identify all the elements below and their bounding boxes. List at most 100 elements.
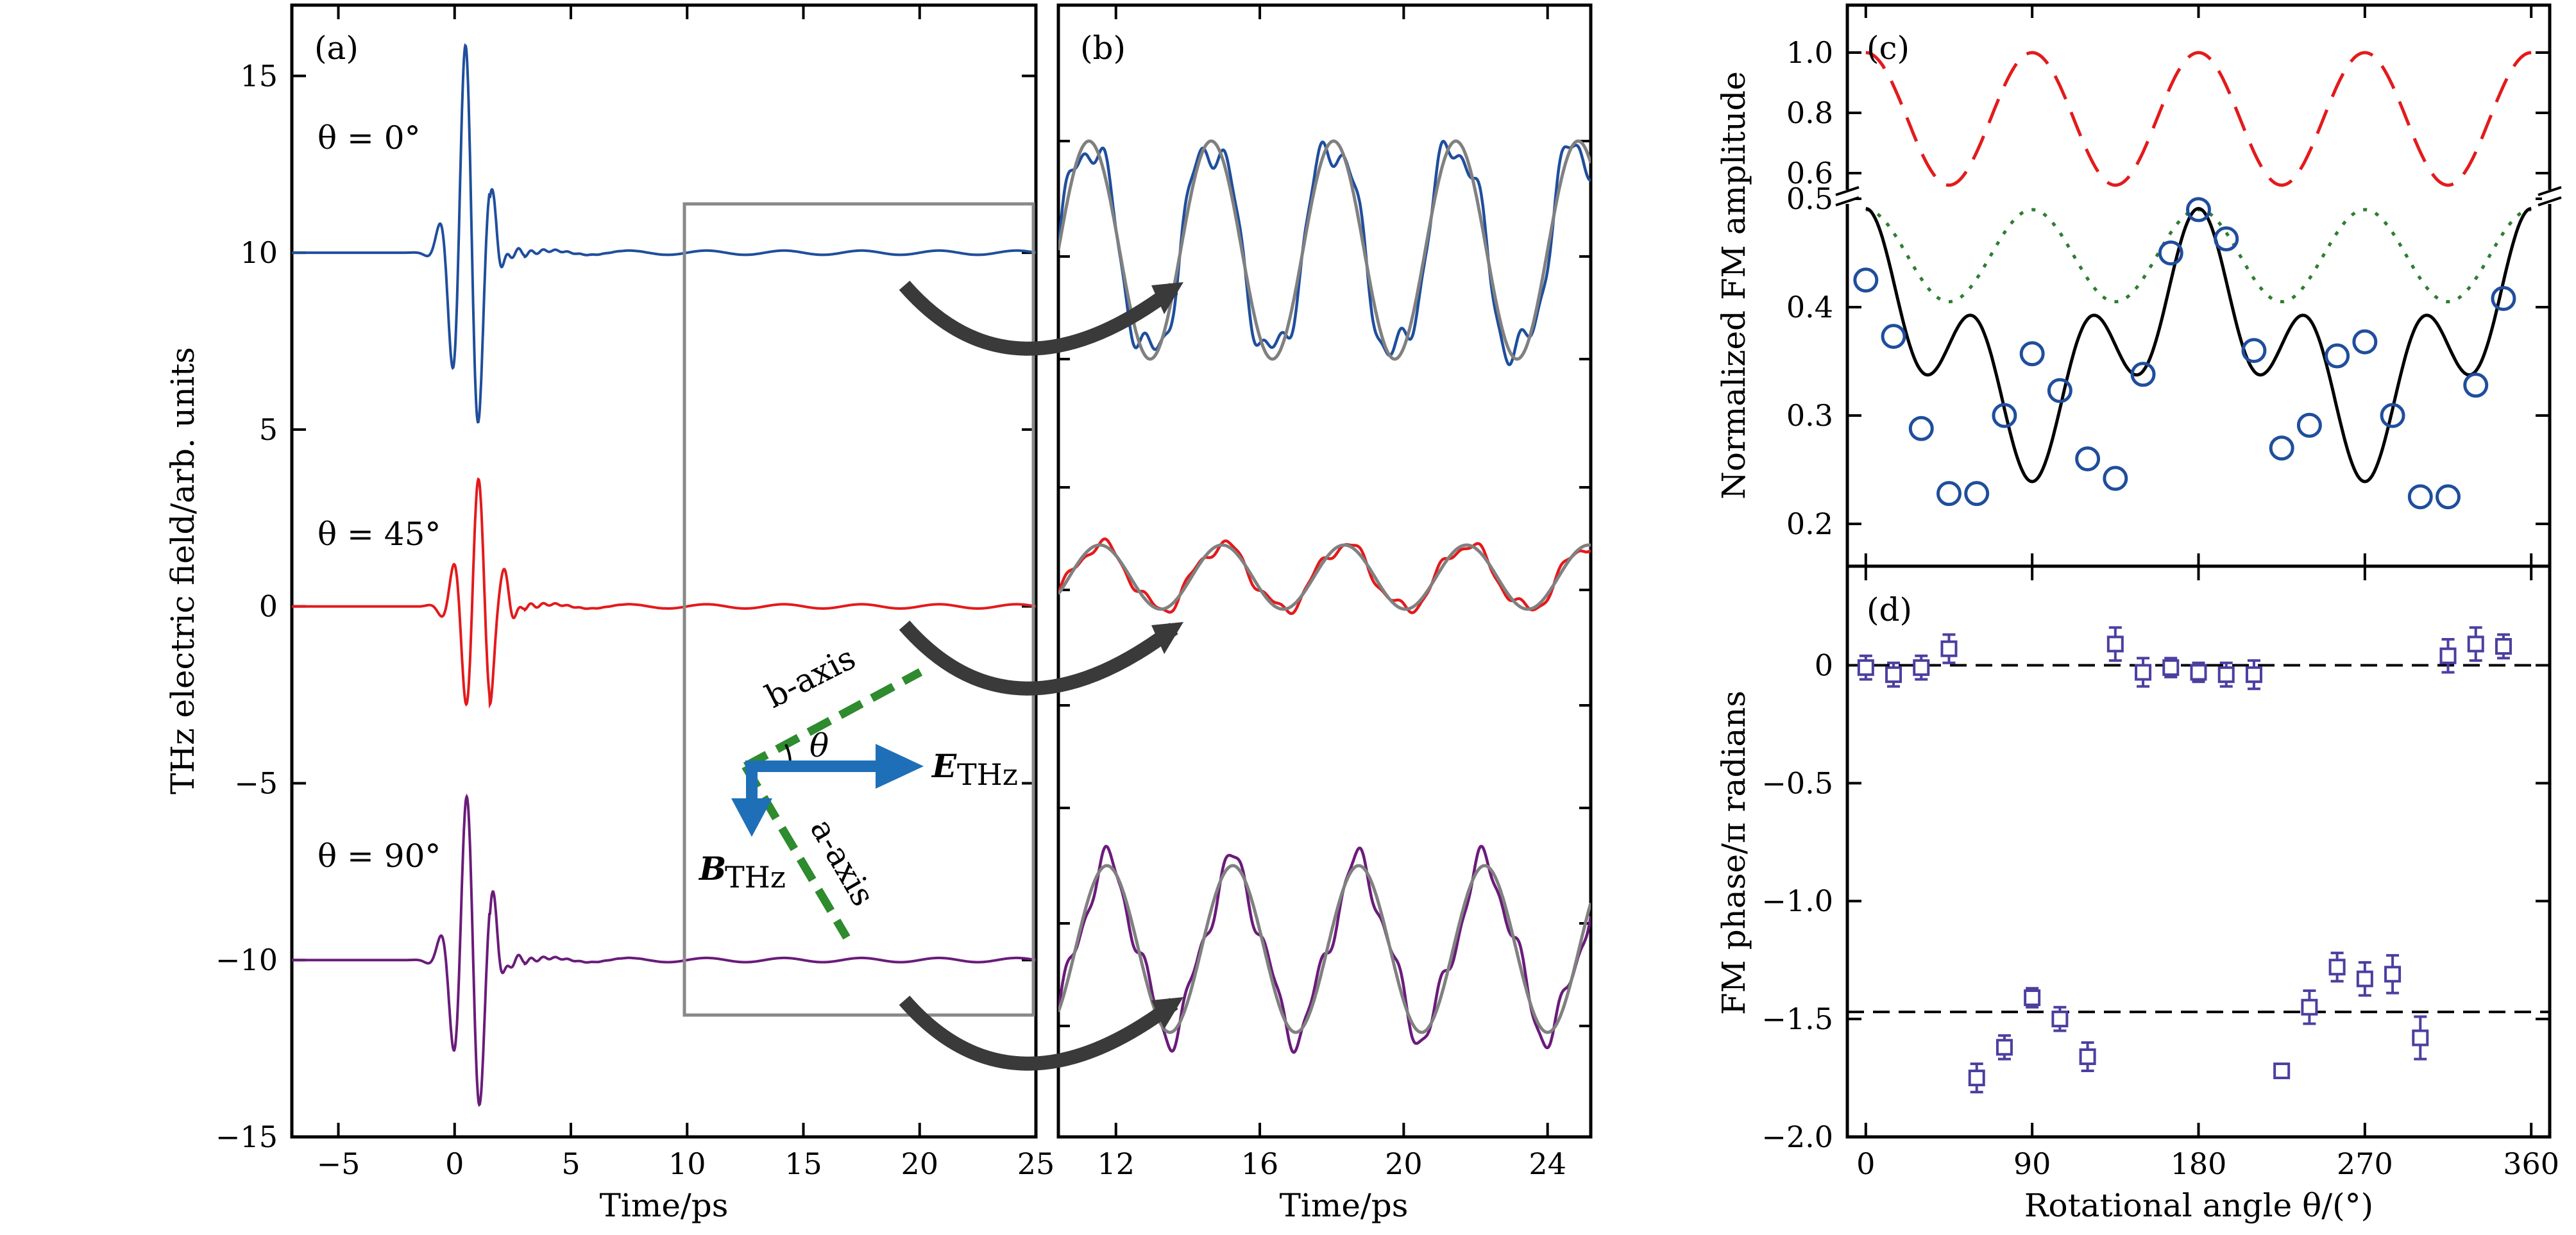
b-field-subscript: THz	[725, 860, 786, 895]
panel-c-data-point	[2269, 435, 2294, 461]
panel-d-data-point	[2384, 966, 2402, 983]
panel-a-trace-0	[292, 43, 1036, 424]
panel-c-data-point	[1964, 481, 1990, 507]
panel-a: −5 0 5 10 15 20 25 −15 −10 −5 0 5 10 15 (a) θ = 0° θ …	[164, 3, 1055, 1224]
panel-b-xtick-label: 24	[1529, 1147, 1566, 1181]
panel-c-data-point	[2352, 329, 2378, 355]
panel-d-xtick-label: 360	[2503, 1147, 2559, 1181]
panel-b-series	[1058, 139, 1591, 1054]
panel-c-data-point	[2407, 484, 2433, 510]
panel-c: 0.2 0.3 0.4 0.50.6 0.8 1.0 (c) Normalized FM …	[1715, 3, 2562, 568]
panel-b-axis-ticks: 12 16 20 24	[1058, 5, 1591, 1181]
series-label-90deg: θ = 90°	[318, 837, 441, 875]
panel-c-data-point	[2214, 226, 2239, 252]
panel-a-xlabel: Time/ps	[600, 1187, 729, 1224]
panel-d-series	[1847, 626, 2550, 1094]
panel-a-axis-ticks: −5 0 5 10 15 20 25 −15 −10 −5 0 5 10 15	[216, 5, 1055, 1181]
panel-d-data-point	[2162, 659, 2180, 676]
panel-d-label: (d)	[1867, 591, 1912, 628]
panel-c-data-point	[2296, 412, 2322, 438]
panel-c-ytick-label: 0.5	[1786, 181, 1833, 216]
panel-d-data-point	[2051, 1011, 2069, 1028]
panel-b-measured-0	[1058, 139, 1591, 367]
e-field-subscript: THz	[957, 757, 1018, 792]
theta-label: θ	[809, 727, 829, 764]
panel-d-data-point	[2495, 638, 2512, 655]
panel-d-data-point	[2467, 635, 2484, 653]
panel-c-series	[1853, 51, 2532, 510]
panel-d-ytick-label: −1.5	[1761, 1002, 1833, 1036]
panel-c-ytick-label: 0.3	[1786, 398, 1833, 433]
panel-d-data-point	[1968, 1070, 1985, 1087]
panel-b-fit-0	[1058, 139, 1591, 361]
panel-d-ytick-label: −1.0	[1761, 884, 1833, 918]
panel-d: 0 90 180 270 360 −2.0 −1.5 −1.0 −0.5 0 (d) Rotati…	[1715, 564, 2559, 1224]
panel-d-data-point	[1857, 659, 1874, 676]
panel-d-xtick-label: 270	[2337, 1147, 2393, 1181]
axis-break-left-1	[1835, 186, 1860, 196]
panel-c-ytick-label: 0.4	[1786, 290, 1833, 324]
panel-d-xtick-label: 180	[2171, 1147, 2227, 1181]
panel-c-data-point	[2436, 484, 2461, 510]
panel-c-label: (c)	[1867, 29, 1910, 67]
panel-c-data-point	[2019, 341, 2045, 367]
panel-a-xtick-label: −5	[317, 1147, 360, 1181]
panel-c-black-fit-curve	[1865, 206, 2532, 483]
panel-d-data-point	[2135, 664, 2152, 681]
panel-c-data-point	[2103, 466, 2128, 491]
panel-b-label: (b)	[1080, 29, 1126, 67]
panel-d-axis-ticks: 0 90 180 270 360 −2.0 −1.5 −1.0 −0.5 0	[1761, 566, 2559, 1181]
panel-a-ytick-label: 10	[240, 235, 278, 270]
panel-c-axis-ticks: 0.2 0.3 0.4 0.50.6 0.8 1.0	[1786, 5, 2550, 566]
panel-c-data-point	[1853, 267, 1879, 293]
panel-d-data-point	[2106, 635, 2124, 653]
panel-a-trace-2	[292, 793, 1036, 1107]
panel-d-data-point	[2190, 664, 2207, 681]
axis-break-right-1	[2538, 186, 2562, 196]
panel-d-ytick-label: −2.0	[1761, 1120, 1833, 1154]
panel-c-ytick-upper-label: 0.6	[1786, 156, 1833, 190]
transfer-arrowhead-45deg	[1151, 622, 1183, 654]
panel-d-data-point	[2439, 647, 2457, 664]
panel-c-data-point	[1936, 481, 1962, 507]
panel-a-xtick-label: 15	[784, 1147, 822, 1181]
panel-c-data-point	[2380, 403, 2405, 428]
panel-c-data-point	[2241, 338, 2267, 364]
panel-d-data-point	[2245, 666, 2262, 684]
panel-c-green-dotted-curve	[1865, 208, 2532, 304]
panel-b-fit-2	[1058, 864, 1591, 1034]
panel-a-xtick-label: 5	[561, 1147, 580, 1181]
series-label-0deg: θ = 0°	[318, 119, 421, 156]
panel-a-ytick-label: −15	[216, 1120, 278, 1154]
transfer-arrowhead-0deg	[1151, 282, 1183, 314]
panel-c-ytick-upper-label: 1.0	[1786, 35, 1833, 70]
panel-b-fit-1	[1058, 543, 1591, 611]
axis-break-right-2	[2538, 196, 2562, 206]
panel-a-ytick-label: 0	[259, 589, 278, 624]
b-axis-label: b-axis	[759, 639, 861, 716]
panel-d-xlabel: Rotational angle θ/(°)	[2024, 1187, 2373, 1224]
panel-c-data-point	[2186, 197, 2211, 223]
panel-d-data-point	[2273, 1063, 2291, 1080]
panel-b-measured-1	[1058, 537, 1591, 616]
b-axis-line	[743, 668, 923, 770]
series-label-45deg: θ = 45°	[318, 516, 441, 553]
panel-d-data-point	[2079, 1048, 2096, 1065]
panel-b: 12 16 20 24 (b) Time/ps	[1056, 3, 1593, 1224]
panel-c-data-point	[2463, 373, 2489, 398]
panel-a-xtick-label: 0	[445, 1147, 464, 1181]
panel-c-data-point	[2491, 285, 2516, 311]
panel-a-ylabel: THz electric field/arb. units	[164, 347, 201, 794]
panel-a-series	[292, 43, 1036, 1107]
panel-c-data-point	[2325, 343, 2350, 369]
a-axis-line	[741, 764, 851, 940]
panel-d-data-point	[1940, 640, 1958, 657]
transfer-arrow-90deg	[899, 995, 1178, 1071]
panel-d-data-point	[2301, 998, 2318, 1016]
panel-d-xtick-label: 0	[1856, 1147, 1875, 1181]
panel-d-data-point	[2024, 989, 2041, 1007]
transfer-arrows	[899, 280, 1183, 1071]
panel-d-data-point	[2217, 666, 2235, 684]
panel-c-ytick-upper-label: 0.8	[1786, 96, 1833, 130]
panel-d-data-point	[1996, 1039, 2013, 1056]
